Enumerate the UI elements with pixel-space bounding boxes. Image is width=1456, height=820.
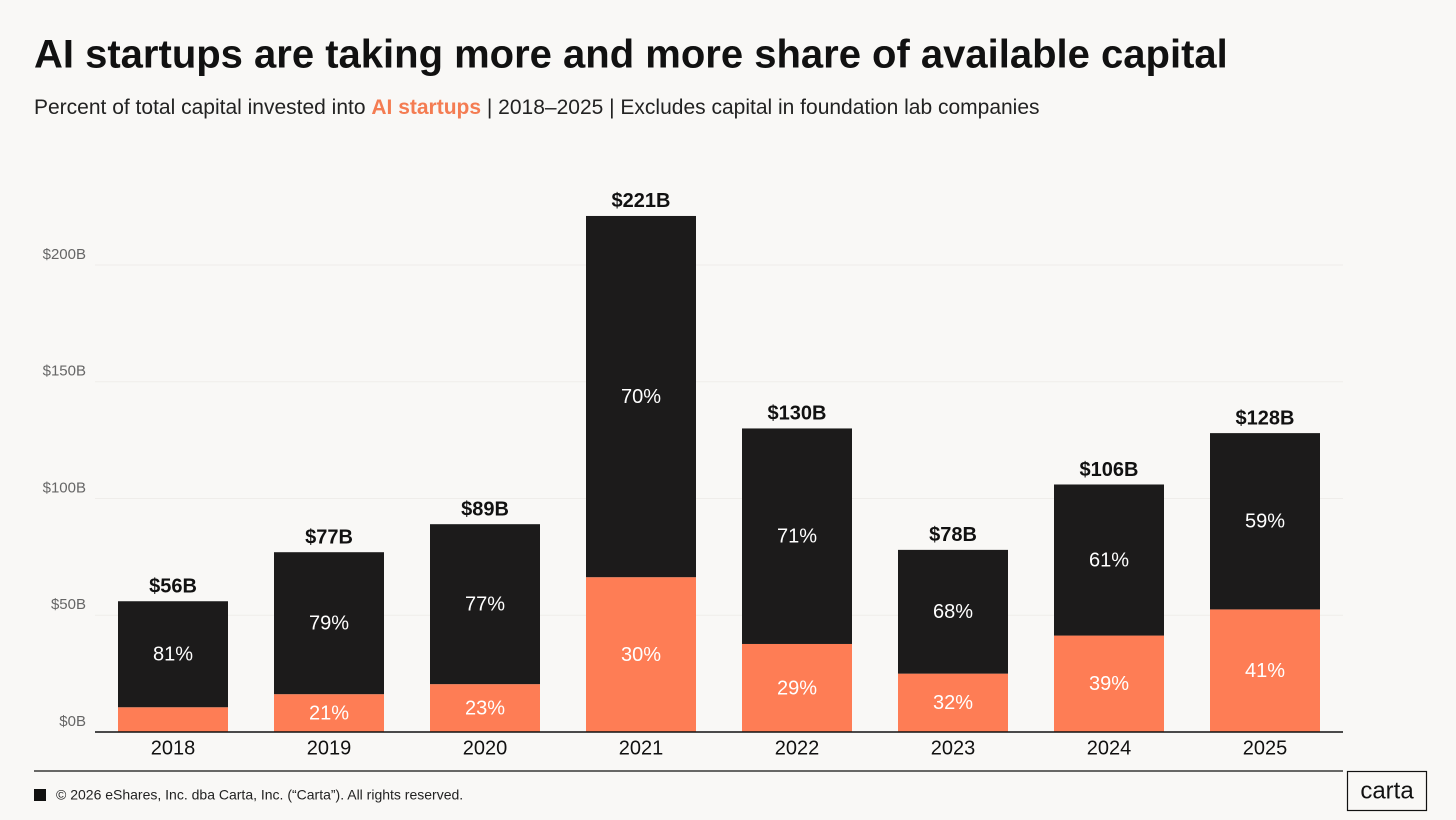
x-tick-label: 2021 xyxy=(619,737,664,759)
total-label: $78B xyxy=(929,524,977,546)
x-tick-label: 2022 xyxy=(775,737,820,759)
segment-label: 70% xyxy=(621,386,661,408)
total-label: $106B xyxy=(1080,459,1139,481)
chart-subtitle: Percent of total capital invested into A… xyxy=(34,96,1040,119)
bar-segment xyxy=(898,673,1008,732)
bar-segment xyxy=(430,684,540,732)
bar-segment xyxy=(1054,635,1164,732)
x-tick-label: 2019 xyxy=(307,737,352,759)
segment-label: 29% xyxy=(777,677,817,699)
y-tick-label: $150B xyxy=(43,363,86,380)
segment-label: 32% xyxy=(933,692,973,714)
bar-segment xyxy=(1054,484,1164,636)
logo-box xyxy=(1346,770,1428,812)
bar-segment xyxy=(1210,433,1320,610)
segment-label: 23% xyxy=(465,697,505,719)
segment-label: 59% xyxy=(1245,511,1285,533)
total-label: $221B xyxy=(612,190,671,212)
x-tick-label: 2025 xyxy=(1243,737,1288,759)
subtitle-text: | 2018–2025 | Excludes capital in founda… xyxy=(481,96,1039,119)
segment-label: 41% xyxy=(1245,660,1285,682)
segment-label: 21% xyxy=(309,702,349,724)
subtitle-text: Percent of total capital invested into xyxy=(34,96,371,119)
segment-label: 39% xyxy=(1089,673,1129,695)
segment-label: 68% xyxy=(933,601,973,623)
total-label: $77B xyxy=(305,526,353,548)
bar-segment xyxy=(898,549,1008,674)
bar-segment xyxy=(742,643,852,732)
y-tick-label: $200B xyxy=(43,246,86,263)
total-label: $89B xyxy=(461,498,509,520)
y-tick-label: $50B xyxy=(51,596,86,613)
footer-text: © 2026 eShares, Inc. dba Carta, Inc. (“C… xyxy=(56,787,463,803)
bar-segment xyxy=(274,552,384,695)
bar-segment xyxy=(430,524,540,685)
subtitle-highlight: AI startups xyxy=(371,96,481,119)
logo: carta xyxy=(1360,777,1414,804)
bar-segment xyxy=(118,707,228,732)
bar-segment xyxy=(1210,609,1320,732)
total-label: $130B xyxy=(768,403,827,425)
segment-label: 81% xyxy=(153,644,193,666)
x-tick-label: 2020 xyxy=(463,737,508,759)
segment-label: 71% xyxy=(777,525,817,547)
segment-label: 79% xyxy=(309,612,349,634)
footer-square xyxy=(34,789,46,801)
x-tick-label: 2024 xyxy=(1087,737,1132,759)
bar-segment xyxy=(118,601,228,708)
segment-label: 77% xyxy=(465,593,505,615)
y-tick-label: $100B xyxy=(43,479,86,496)
bar-segment xyxy=(586,215,696,578)
bar-segment xyxy=(274,694,384,732)
x-tick-label: 2023 xyxy=(931,737,976,759)
total-label: $56B xyxy=(149,576,197,598)
bar-segment xyxy=(586,577,696,732)
bar-segment xyxy=(742,428,852,644)
x-tick-label: 2018 xyxy=(151,737,196,759)
total-label: $128B xyxy=(1236,407,1295,429)
segment-label: 30% xyxy=(621,644,661,666)
y-tick-label: $0B xyxy=(59,713,86,730)
segment-label: 61% xyxy=(1089,549,1129,571)
chart-title: AI startups are taking more and more sha… xyxy=(34,33,1228,77)
